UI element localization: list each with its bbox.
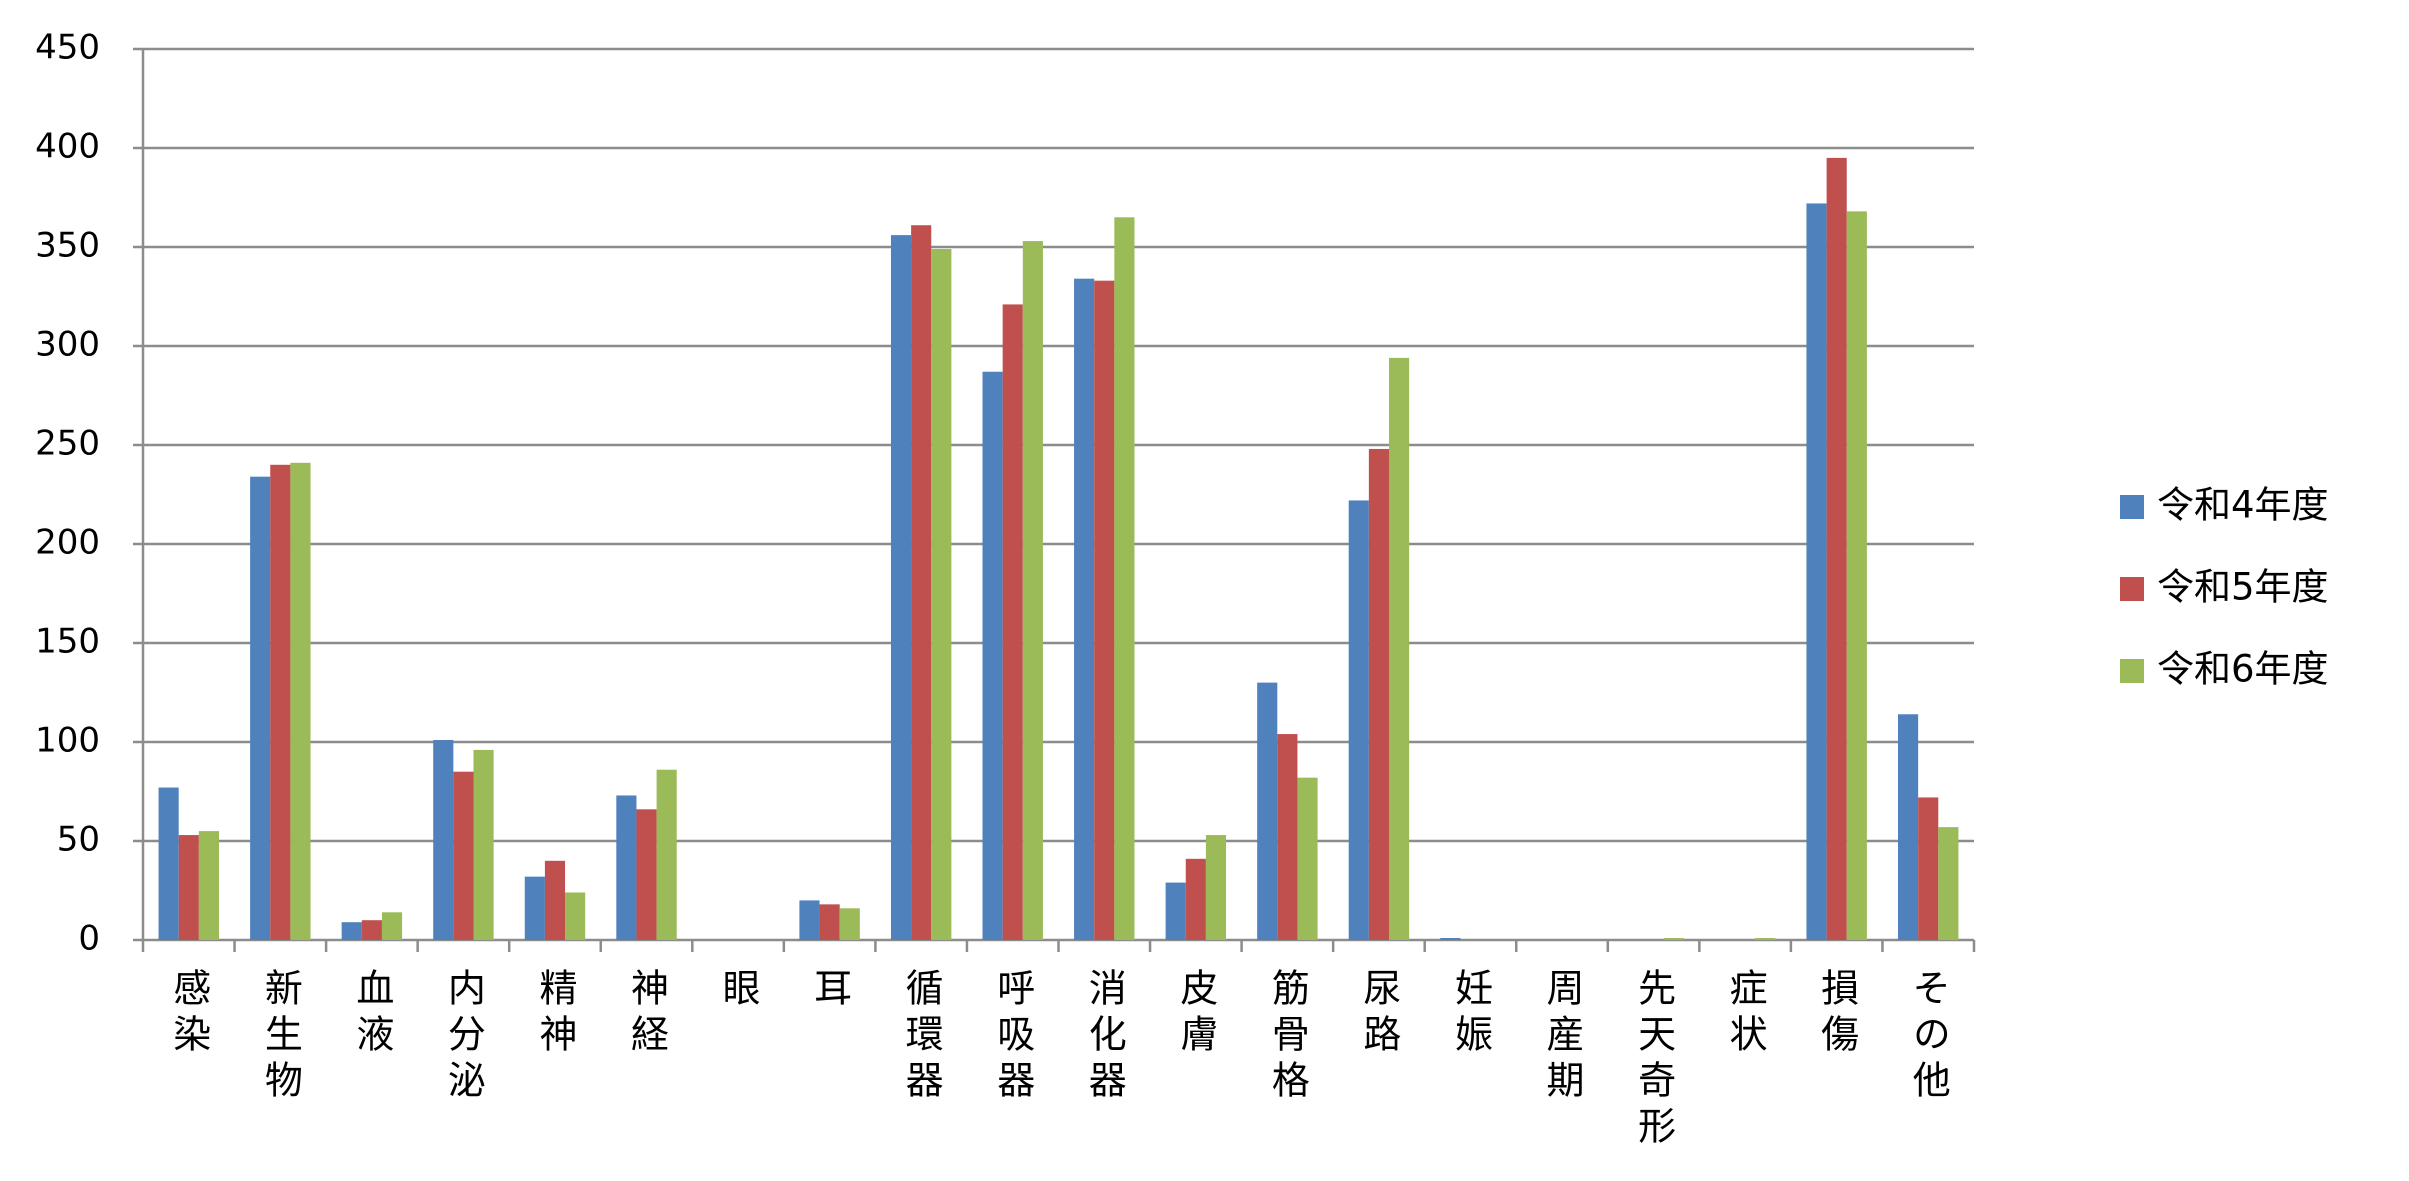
bar — [656, 769, 677, 940]
y-tick-label: 100 — [35, 721, 100, 761]
y-tick-label: 400 — [35, 127, 100, 167]
x-tick-label: 呼吸器 — [991, 968, 1035, 1106]
x-tick-label: 損傷 — [1815, 968, 1859, 1060]
bar — [1755, 938, 1776, 940]
x-tick-label: 血液 — [350, 968, 394, 1060]
bar — [799, 900, 820, 940]
x-tick-label: その他 — [1906, 968, 1950, 1106]
bar — [931, 248, 952, 941]
bar — [1938, 827, 1959, 940]
bar — [1257, 682, 1278, 940]
bar — [636, 809, 657, 940]
legend-swatch — [2120, 495, 2144, 519]
y-tick-label: 150 — [35, 622, 100, 662]
bar — [616, 795, 637, 940]
bar — [1277, 734, 1298, 940]
bar — [250, 476, 271, 940]
bar — [473, 749, 494, 940]
x-tick-label: 周産期 — [1540, 968, 1584, 1106]
x-tick-label: 内分泌 — [441, 968, 485, 1106]
bar — [361, 920, 382, 940]
bar — [1348, 500, 1369, 940]
bar — [158, 787, 179, 940]
y-tick-label: 300 — [35, 325, 100, 365]
y-tick-label: 450 — [35, 28, 100, 68]
legend-label: 令和4年度 — [2157, 484, 2329, 527]
bar — [381, 912, 403, 940]
x-tick-label: 消化器 — [1082, 968, 1126, 1106]
bar — [341, 922, 362, 940]
x-tick-label: 感染 — [167, 968, 211, 1060]
bar — [178, 835, 199, 940]
bar — [1826, 157, 1847, 940]
x-tick-label: 循環器 — [899, 968, 943, 1106]
bar — [1022, 241, 1043, 940]
bar — [819, 904, 840, 940]
legend-swatch — [2120, 577, 2144, 601]
bar — [270, 464, 291, 940]
bar — [1388, 357, 1410, 940]
bar — [1368, 448, 1389, 940]
bar — [544, 860, 566, 940]
bar — [1846, 211, 1867, 941]
x-tick-label: 尿路 — [1357, 968, 1401, 1060]
bar — [1205, 835, 1227, 940]
y-tick-label: 200 — [35, 523, 100, 563]
bar — [1806, 203, 1827, 940]
bar — [1898, 714, 1919, 940]
legend-label: 令和5年度 — [2157, 566, 2329, 609]
x-tick-label: 耳 — [808, 968, 852, 1014]
bar — [1663, 938, 1684, 940]
bar — [1165, 882, 1186, 940]
bar — [1002, 304, 1023, 940]
bar — [1114, 217, 1135, 941]
bar — [524, 876, 545, 940]
y-tick-label: 250 — [35, 424, 100, 464]
x-tick-label: 症状 — [1723, 968, 1767, 1060]
legend-label: 令和6年度 — [2157, 648, 2329, 691]
bar — [453, 771, 474, 940]
bar — [982, 371, 1003, 940]
x-tick-label: 精神 — [533, 968, 577, 1060]
legend-swatch — [2120, 659, 2144, 683]
bar — [433, 740, 454, 940]
bar — [290, 462, 311, 940]
bar — [1074, 278, 1095, 940]
x-tick-label: 眼 — [716, 968, 760, 1014]
bar — [1185, 858, 1206, 940]
bar — [1297, 777, 1318, 940]
bar — [198, 831, 219, 940]
bar — [839, 908, 860, 940]
y-tick-label: 0 — [78, 919, 100, 959]
x-tick-label: 新生物 — [258, 968, 302, 1106]
y-tick-label: 350 — [35, 226, 100, 266]
bar — [1094, 280, 1115, 940]
x-tick-label: 妊娠 — [1448, 968, 1492, 1060]
y-tick-label: 50 — [57, 820, 100, 860]
bar — [911, 225, 932, 941]
bar — [890, 235, 912, 940]
bar — [1918, 797, 1939, 940]
bar — [1440, 938, 1461, 940]
x-tick-label: 筋骨格 — [1265, 968, 1309, 1106]
x-tick-label: 先天奇形 — [1632, 968, 1676, 1152]
x-tick-label: 皮膚 — [1174, 968, 1218, 1060]
x-tick-label: 神経 — [625, 968, 669, 1060]
bar — [565, 892, 586, 940]
